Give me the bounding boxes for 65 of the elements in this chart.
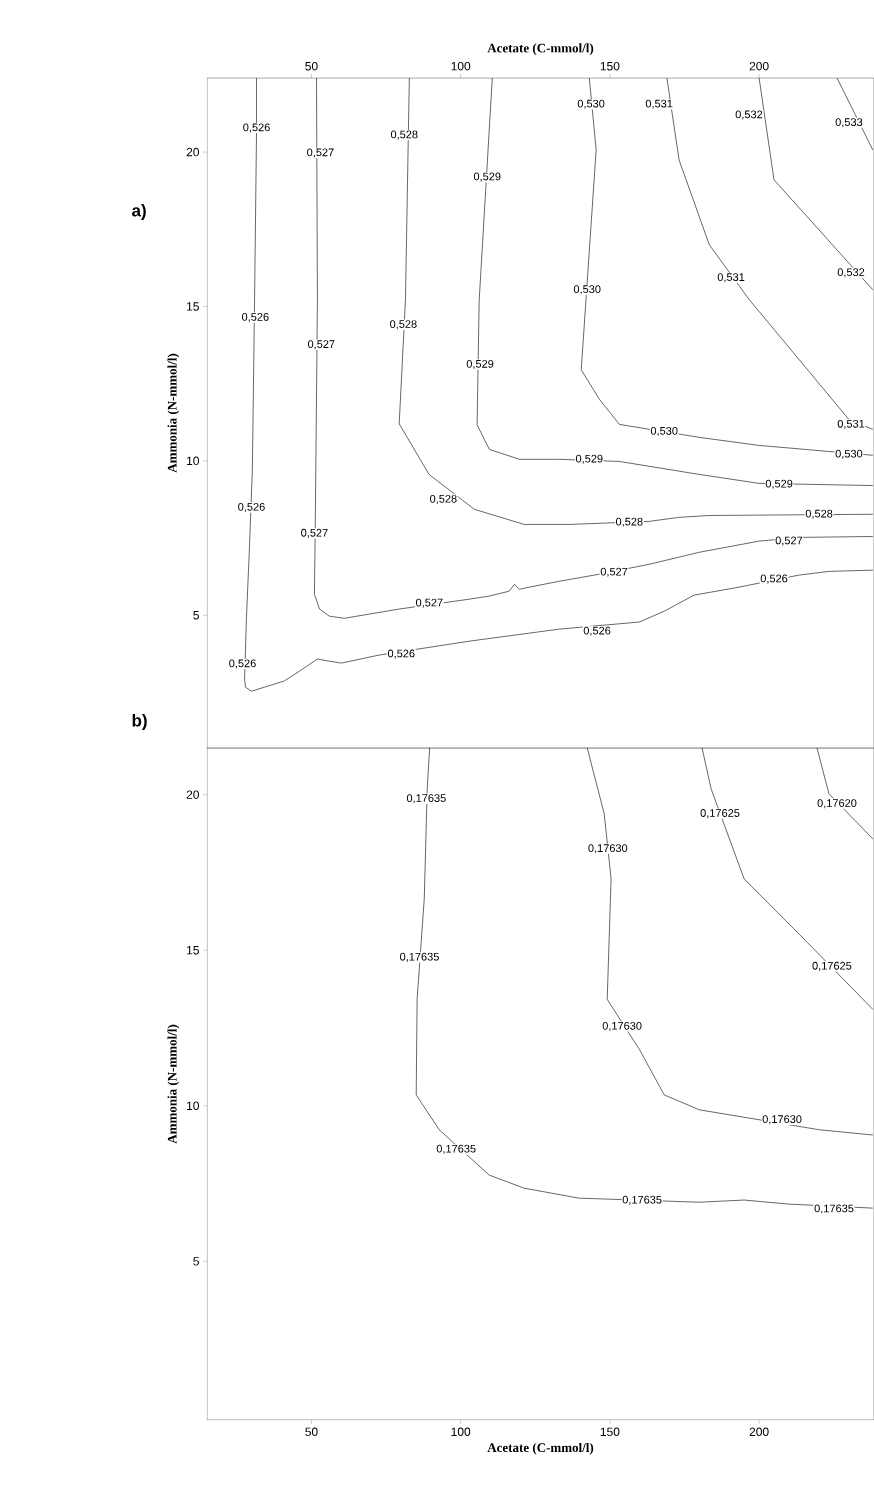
annotation: 0,531 [837, 419, 865, 429]
annotation: 0,530 [835, 449, 863, 459]
annotation: 0,529 [466, 359, 494, 370]
x-axis-title: Acetate (C-mmol/l) [487, 1442, 594, 1455]
annotation: 0,530 [577, 99, 605, 109]
annotation: 0,528 [615, 517, 643, 527]
annotation: 0,529 [765, 479, 793, 489]
annotation: 0,528 [429, 494, 457, 504]
annotation: 0,17635 [814, 1204, 854, 1214]
x-tick-label: 100 [451, 61, 471, 71]
annotation: 0,528 [389, 320, 417, 330]
annotation: 0,532 [735, 110, 763, 120]
x-tick-label: 200 [749, 1427, 769, 1437]
annotation: 0,530 [650, 426, 678, 437]
x-tick-label: 100 [451, 1427, 471, 1437]
annotation: 0,17635 [406, 794, 446, 804]
annotation: 0,527 [775, 536, 803, 546]
x-tick-label: 200 [749, 61, 769, 71]
annotation: 0,17635 [399, 952, 439, 962]
annotation: 0,526 [760, 574, 788, 584]
annotation: 0,527 [600, 567, 628, 577]
y-tick-label: 20 [186, 790, 199, 799]
annotation: 0,17630 [588, 844, 628, 854]
annotation: 0,17635 [622, 1195, 662, 1205]
y-axis-title: Ammonia (N-mmol/l) [167, 1024, 180, 1144]
y-tick-label: 5 [193, 1257, 199, 1266]
annotation: 0,526 [229, 659, 256, 669]
annotation: 0,526 [243, 123, 270, 133]
x-axis-title: Acetate (C-mmol/l) [487, 43, 594, 56]
annotation: 0,531 [645, 99, 673, 109]
annotation: 0,531 [717, 273, 745, 283]
y-tick-label: 15 [186, 946, 199, 955]
annotation: 0,530 [573, 285, 601, 295]
annotation: 0,526 [241, 313, 269, 323]
x-tick-label: 150 [600, 1427, 620, 1437]
annotation: 0,17630 [602, 1021, 642, 1031]
y-tick-label: 10 [186, 456, 199, 466]
annotation: 0,529 [473, 172, 501, 182]
annotation: 0,17620 [817, 799, 857, 809]
y-tick-label: 10 [186, 1101, 199, 1111]
annotation: 0,533 [835, 118, 863, 128]
x-tick-label: 150 [600, 61, 620, 71]
annotation: 0,17630 [762, 1115, 802, 1125]
annotation: 0,527 [307, 340, 335, 350]
y-axis-title: Ammonia (N-mmol/l) [167, 353, 180, 473]
x-tick-label: 50 [305, 1427, 318, 1437]
annotation: 0,17625 [700, 809, 740, 819]
x-tick-label: 50 [305, 61, 318, 71]
annotation: 0,528 [390, 130, 418, 140]
annotation: 0,526 [583, 626, 611, 636]
y-tick-label: 15 [186, 302, 199, 311]
annotation: 0,527 [301, 528, 328, 538]
annotation: 0,532 [837, 268, 865, 278]
annotation: 0,527 [415, 598, 443, 608]
y-tick-label: 5 [193, 611, 199, 620]
text: a) [131, 204, 146, 220]
annotation: 0,17635 [436, 1144, 476, 1154]
annotation: 0,526 [238, 502, 265, 513]
annotation: 0,17625 [812, 961, 852, 971]
annotation: 0,529 [575, 454, 603, 464]
annotation: 0,526 [387, 649, 415, 659]
annotation: 0,528 [805, 509, 833, 519]
annotation: 0,527 [306, 148, 334, 158]
y-tick-label: 20 [186, 147, 199, 157]
chart-title: b) [132, 714, 147, 730]
